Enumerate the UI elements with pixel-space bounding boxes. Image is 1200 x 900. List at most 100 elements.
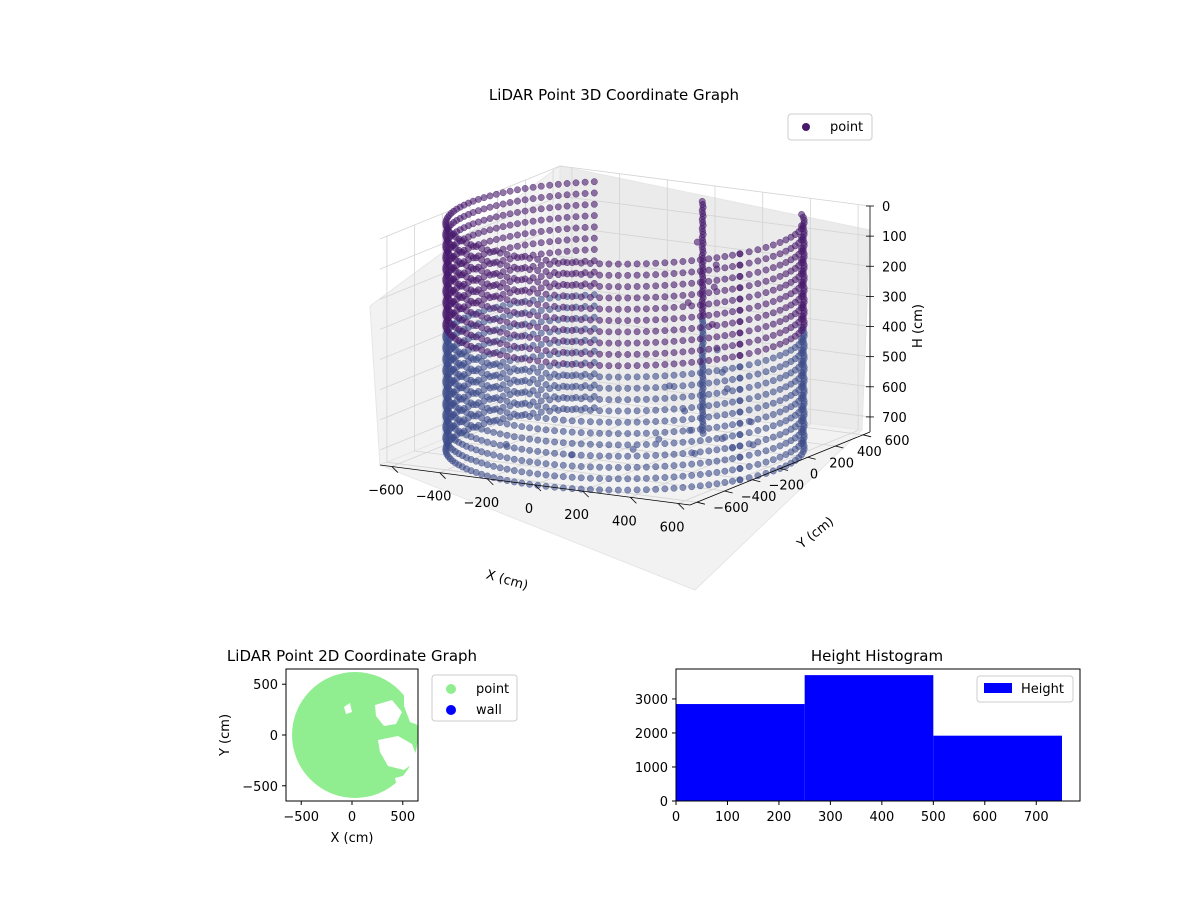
axes-3d: −600 −400 −200 0 200 400 600−600−400−200020040… xyxy=(368,200,909,535)
data-point xyxy=(624,441,632,449)
data-point xyxy=(605,486,613,494)
data-point xyxy=(586,316,594,324)
data-point xyxy=(679,484,687,491)
data-point xyxy=(542,302,550,309)
data-point xyxy=(478,244,486,252)
data-point xyxy=(554,180,562,188)
data-point xyxy=(496,396,504,404)
data-point xyxy=(705,289,713,297)
data-point xyxy=(769,252,777,260)
data-point xyxy=(705,266,713,274)
data-point xyxy=(534,255,542,263)
data-point xyxy=(762,368,770,376)
data-point xyxy=(534,391,542,399)
data-point xyxy=(568,372,576,380)
data-point xyxy=(596,305,604,313)
data-point xyxy=(769,388,777,396)
x-tick-label-3d: 0 xyxy=(525,502,533,517)
data-point xyxy=(736,385,744,393)
data-point xyxy=(490,361,498,369)
data-point xyxy=(679,416,687,424)
data-point xyxy=(661,259,669,267)
data-point xyxy=(496,306,504,314)
data-point xyxy=(537,329,545,337)
data-point xyxy=(559,326,567,334)
data-point xyxy=(503,273,511,281)
data-point xyxy=(521,207,529,215)
data-point xyxy=(729,353,736,361)
data-point xyxy=(542,279,550,287)
data-point xyxy=(568,259,576,267)
data-point xyxy=(503,386,511,394)
data-point xyxy=(769,298,777,305)
data-point xyxy=(534,447,542,455)
data-point xyxy=(483,449,491,457)
data-point xyxy=(696,482,704,490)
y-tick-label-3d: 400 xyxy=(857,445,882,460)
data-point xyxy=(478,323,486,331)
data-point xyxy=(652,372,660,380)
data-point xyxy=(478,380,486,388)
data-point xyxy=(503,420,511,428)
data-point xyxy=(534,402,542,410)
x-tick-label-histogram: 300 xyxy=(818,810,843,825)
data-point xyxy=(490,395,498,402)
data-point xyxy=(696,301,704,309)
data-point xyxy=(642,463,650,471)
data-point xyxy=(551,404,559,412)
data-point xyxy=(486,192,494,200)
data-point xyxy=(577,316,585,324)
legend-3d: point xyxy=(787,113,873,141)
data-point xyxy=(721,366,729,373)
data-point xyxy=(546,181,554,189)
data-point xyxy=(633,441,641,449)
data-point xyxy=(652,440,660,448)
data-point xyxy=(526,345,534,353)
data-point xyxy=(762,458,770,466)
data-point xyxy=(614,373,622,381)
data-point xyxy=(483,404,491,412)
data-point xyxy=(478,369,486,377)
data-point xyxy=(633,305,641,313)
data-point xyxy=(490,417,498,425)
data-point xyxy=(745,417,753,425)
data-point xyxy=(510,444,518,452)
data-point xyxy=(496,260,504,268)
data-point xyxy=(633,350,641,358)
legend-2d: point wall xyxy=(431,674,518,722)
chart-histogram: Height Histogram 0 100 200 300 400 500 600 7000… xyxy=(635,647,1081,825)
data-point xyxy=(769,320,777,328)
data-point xyxy=(642,282,650,290)
x-tick-3d xyxy=(487,478,494,486)
data-point xyxy=(492,213,500,221)
data-point xyxy=(670,371,678,379)
data-point xyxy=(518,434,526,442)
data-point xyxy=(624,328,632,336)
data-point xyxy=(729,387,736,395)
data-point xyxy=(670,337,678,345)
data-point xyxy=(514,208,521,216)
data-point xyxy=(642,361,650,369)
data-point xyxy=(496,419,504,427)
data-point xyxy=(614,362,622,370)
data-point xyxy=(736,476,744,484)
data-point xyxy=(521,185,529,192)
data-point xyxy=(713,299,721,307)
data-point xyxy=(590,223,598,231)
legend-histogram-box xyxy=(976,675,1074,703)
data-point xyxy=(633,316,641,324)
data-point xyxy=(661,349,669,357)
data-point xyxy=(736,284,744,292)
data-point xyxy=(614,271,622,279)
data-point xyxy=(554,203,562,211)
data-point xyxy=(679,371,687,378)
data-point xyxy=(745,270,753,278)
data-point xyxy=(503,375,511,383)
data-point xyxy=(652,316,660,324)
data-point xyxy=(670,326,678,334)
data-point xyxy=(534,414,542,421)
data-point xyxy=(670,405,678,413)
data-point xyxy=(496,430,504,438)
data-point xyxy=(754,347,762,355)
data-point xyxy=(490,327,498,335)
